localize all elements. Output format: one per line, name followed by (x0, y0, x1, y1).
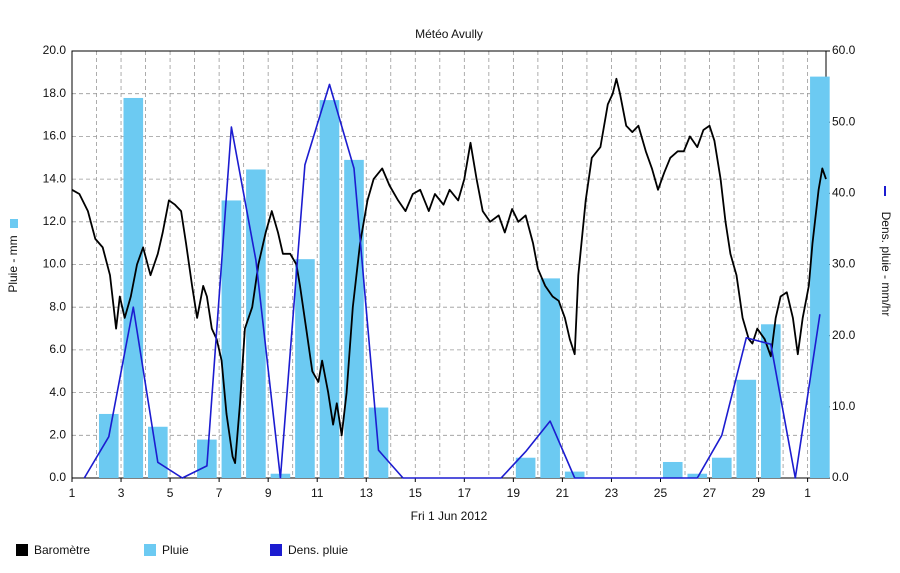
x-tick-label: 27 (703, 486, 717, 500)
line (71, 77, 827, 464)
y2-tick-label: 20.0 (832, 328, 856, 342)
axis-marker (10, 219, 18, 228)
x-tick-label: 9 (265, 486, 272, 500)
legend-label: Pluie (162, 543, 189, 557)
x-tick-label: 13 (360, 486, 374, 500)
y-tick-label: 18.0 (43, 86, 67, 100)
x-tick-label: 15 (409, 486, 423, 500)
x-tick-label: 29 (752, 486, 766, 500)
bar (295, 259, 315, 478)
legend-swatch (144, 544, 156, 556)
legend-label: Baromètre (34, 543, 90, 557)
y2-axis-label: Dens. pluie - mm/hr (879, 212, 893, 317)
legend-swatch (270, 544, 282, 556)
y-tick-label: 0.0 (49, 470, 66, 484)
y2-tick-label: 30.0 (832, 257, 856, 271)
y-axis-label: Pluie - mm (6, 235, 20, 292)
legend-swatch (16, 544, 28, 556)
x-tick-label: 21 (556, 486, 570, 500)
y-tick-label: 12.0 (43, 214, 67, 228)
y-tick-label: 16.0 (43, 129, 67, 143)
bar (736, 379, 757, 478)
bar (221, 200, 242, 478)
y2-tick-label: 50.0 (832, 114, 856, 128)
bar (319, 100, 340, 478)
x-axis-label: Fri 1 Jun 2012 (411, 509, 488, 523)
bar (246, 169, 266, 478)
x-tick-label: 1 (69, 486, 76, 500)
x-tick-label: 17 (458, 486, 472, 500)
bar (662, 461, 683, 478)
y-tick-label: 10.0 (43, 257, 67, 271)
y-tick-label: 14.0 (43, 171, 67, 185)
y2-tick-label: 10.0 (832, 399, 856, 413)
bar (540, 278, 560, 478)
x-tick-label: 3 (118, 486, 125, 500)
line (83, 83, 821, 479)
bar (564, 471, 585, 478)
x-tick-label: 25 (654, 486, 668, 500)
y-tick-label: 8.0 (49, 299, 66, 313)
y-tick-label: 20.0 (43, 43, 67, 57)
x-tick-label: 11 (311, 486, 324, 500)
bar (344, 159, 364, 478)
x-tick-label: 7 (216, 486, 223, 500)
y2-tick-label: 40.0 (832, 186, 856, 200)
bar (761, 324, 781, 478)
bar (98, 413, 119, 478)
bar (687, 473, 708, 478)
x-tick-label: 1 (804, 486, 811, 500)
bar (148, 426, 168, 478)
bar (711, 457, 732, 478)
chart-title: Météo Avully (415, 27, 483, 41)
x-tick-label: 5 (167, 486, 174, 500)
bar (515, 457, 536, 478)
bar (810, 76, 830, 479)
x-tick-label: 19 (507, 486, 521, 500)
y-tick-label: 2.0 (49, 427, 66, 441)
y2-tick-label: 0.0 (832, 470, 849, 484)
x-tick-label: 23 (605, 486, 619, 500)
legend-label: Dens. pluie (288, 543, 348, 557)
y-tick-label: 4.0 (49, 385, 66, 399)
y2-tick-label: 60.0 (832, 43, 856, 57)
y-tick-label: 6.0 (49, 342, 66, 356)
